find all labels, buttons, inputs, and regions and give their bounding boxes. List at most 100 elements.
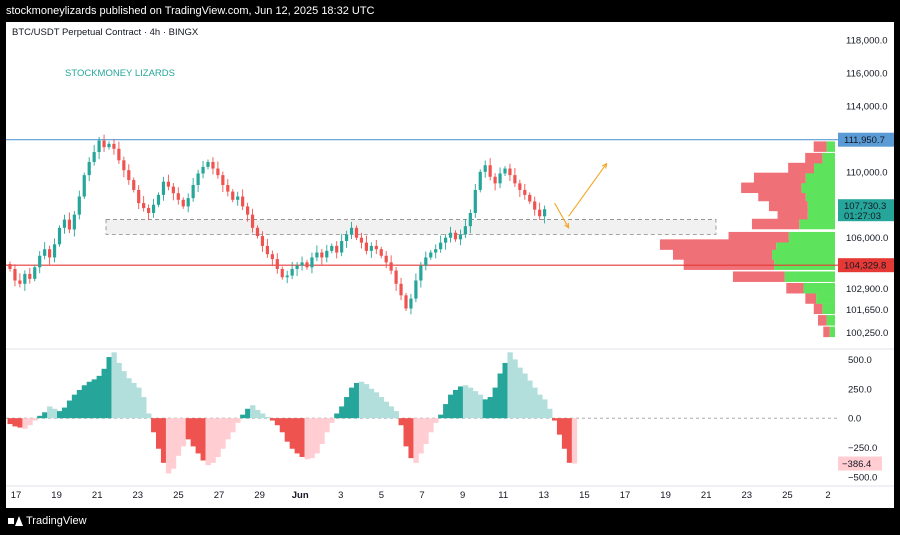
osc-positive-bar [378,397,385,419]
bar-countdown-label: 01:27:03 [844,211,881,222]
time-tick-label: 17 [11,490,22,501]
volume-profile-down-bar [672,249,772,260]
candle-down [374,245,378,250]
candle-up [473,189,477,213]
candle-down [533,201,537,210]
projection-arrow-head [564,222,570,229]
candle-down [538,209,542,217]
price-line-badge [838,132,894,147]
candle-up [196,173,200,185]
current-price-label: 107,730.3 [844,201,886,212]
candle-down [241,196,245,207]
osc-negative-bar [220,418,226,449]
volume-profile-up-bar [822,303,835,315]
candle-down [246,206,250,215]
candle-down [513,175,517,184]
osc-positive-bar [121,371,127,419]
candle-down [18,280,22,284]
osc-positive-bar [522,373,528,419]
osc-negative-bar [314,418,320,454]
time-tick-label: 29 [254,490,265,501]
osc-negative-bar [408,418,414,459]
candle-up [290,268,294,276]
osc-positive-bar [502,362,508,419]
osc-negative-bar [225,418,231,440]
osc-positive-bar [388,406,394,419]
volume-profile-up-bar [816,293,835,304]
osc-negative-bar [552,418,558,421]
candle-down [488,165,492,177]
osc-negative-bar [289,418,295,449]
osc-positive-bar [47,406,53,419]
osc-positive-bar [368,388,375,419]
candle-up [300,262,304,266]
osc-negative-bar [12,418,18,427]
candle-down [8,264,12,269]
price-tick-label: 110,000.0 [846,167,888,178]
osc-negative-bar [413,418,419,463]
osc-positive-bar [339,406,345,419]
osc-positive-bar [383,401,390,419]
volume-profile-down-bar [659,239,777,250]
candle-down [260,236,265,246]
osc-positive-bar [81,385,88,419]
osc-negative-bar [7,418,13,425]
osc-positive-bar [344,397,350,419]
osc-tick-label: 500.0 [848,355,872,366]
osc-positive-bar [537,394,543,419]
time-tick-label: 23 [133,490,144,501]
time-tick-label: 19 [660,490,671,501]
projection-arrow-head [601,162,608,169]
osc-tick-label: 0.0 [848,414,861,425]
candle-up [498,173,502,184]
candle-up [43,249,47,256]
tradingview-logo-icon [8,516,23,526]
osc-negative-bar [324,418,330,433]
candle-up [97,140,101,153]
candle-down [112,143,116,149]
osc-positive-bar [264,417,271,419]
support-zone [105,219,717,235]
osc-positive-bar [497,373,503,419]
candle-down [221,175,225,185]
time-tick-label: 3 [338,490,343,501]
volume-profile-up-bar [822,152,835,164]
osc-positive-bar [57,411,63,419]
volume-profile-up-bar [801,182,835,194]
chart-panel[interactable]: BTC/USDT Perpetual Contract · 4h · BINGX… [6,22,894,508]
candle-down [48,249,52,258]
osc-positive-bar [438,414,444,419]
osc-current-label: −386.4 [842,459,871,470]
volume-profile-up-bar [776,239,835,250]
candle-up [77,196,81,215]
volume-profile-down-bar [817,315,827,326]
osc-positive-bar [487,397,493,419]
candle-up [206,161,210,167]
candle-down [226,185,230,192]
time-tick-label: 27 [214,490,225,501]
candle-down [453,232,458,240]
price-tick-label: 116,000.0 [846,69,888,80]
time-tick-label: 5 [379,490,384,501]
osc-negative-bar [329,418,335,423]
candle-up [62,219,67,228]
candle-up [349,227,354,235]
price-tick-label: 114,000.0 [846,101,888,112]
candle-down [28,273,32,279]
volume-profile-down-bar [753,172,806,184]
candle-down [231,191,235,200]
osc-positive-bar [136,387,142,419]
candle-down [364,242,368,251]
time-tick-label: 21 [701,490,712,501]
osc-positive-bar [363,384,370,419]
osc-positive-bar [472,391,479,419]
time-tick-label: 23 [742,490,753,501]
osc-negative-bar [22,418,28,429]
osc-positive-bar [106,357,112,419]
osc-negative-bar [156,418,162,449]
chart-canvas[interactable]: BTC/USDT Perpetual Contract · 4h · BINGX… [6,22,894,508]
candle-up [33,267,37,279]
tradingview-logo[interactable]: TradingView [8,515,87,527]
candle-up [72,214,76,230]
projection-arrow-up [568,163,608,217]
